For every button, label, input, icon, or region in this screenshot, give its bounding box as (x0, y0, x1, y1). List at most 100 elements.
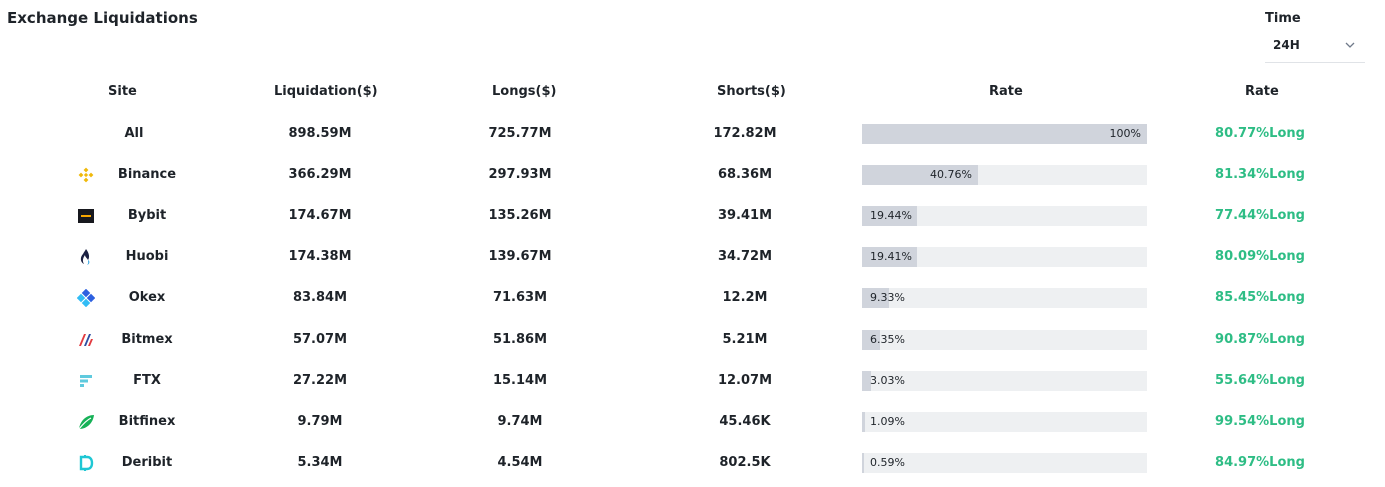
ftx-icon (77, 372, 95, 390)
shorts-value: 34.72M (717, 249, 773, 264)
chevron-down-icon (1345, 42, 1355, 48)
shorts-value: 172.82M (713, 126, 777, 141)
header-shorts: Shorts($) (717, 84, 786, 99)
share-label: 1.09% (870, 415, 905, 428)
share-label: 3.03% (870, 374, 905, 387)
table-row: Okex 83.84M 71.63M 12.2M 9.33% 85.45%Lon… (0, 277, 1385, 318)
site-cell: Binance (75, 154, 205, 195)
shorts-value: 12.07M (717, 373, 773, 388)
page-title: Exchange Liquidations (7, 9, 198, 27)
long-rate: 80.77%Long (1215, 126, 1305, 141)
share-bar: 6.35% (862, 330, 1147, 350)
site-cell: Huobi (75, 236, 205, 277)
table-row: All 898.59M 725.77M 172.82M 100% 80.77%Lo… (0, 113, 1385, 154)
liquidation-value: 366.29M (288, 167, 352, 182)
liquidation-value: 9.79M (297, 414, 343, 429)
share-label: 0.59% (870, 456, 905, 469)
share-bar: 1.09% (862, 412, 1147, 432)
site-name: Deribit (121, 455, 173, 470)
huobi-icon (77, 248, 95, 266)
site-name: Bybit (127, 208, 167, 223)
longs-value: 4.54M (497, 455, 543, 470)
share-bar-fill (862, 412, 865, 432)
shorts-value: 12.2M (722, 290, 768, 305)
site-name: Huobi (125, 249, 169, 264)
long-rate: 55.64%Long (1215, 373, 1305, 388)
table-row: Binance 366.29M 297.93M 68.36M 40.76% 81… (0, 154, 1385, 195)
header-site: Site (108, 84, 137, 99)
longs-value: 15.14M (492, 373, 548, 388)
shorts-value: 802.5K (719, 455, 771, 470)
deribit-icon (77, 454, 95, 472)
long-rate: 99.54%Long (1215, 414, 1305, 429)
header-liquidation: Liquidation($) (274, 84, 378, 99)
long-rate: 84.97%Long (1215, 455, 1305, 470)
long-rate: 90.87%Long (1215, 332, 1305, 347)
share-bar: 9.33% (862, 288, 1147, 308)
table-row: Bitfinex 9.79M 9.74M 45.46K 1.09% 99.54%… (0, 401, 1385, 442)
site-name: Okex (128, 290, 166, 305)
header-rate-bar: Rate (989, 84, 1023, 99)
share-label: 19.44% (870, 209, 912, 222)
long-rate: 85.45%Long (1215, 290, 1305, 305)
site-cell: FTX (75, 360, 205, 401)
share-label: 9.33% (870, 291, 905, 304)
long-rate: 81.34%Long (1215, 167, 1305, 182)
table-row: Bybit 174.67M 135.26M 39.41M 19.44% 77.4… (0, 195, 1385, 236)
longs-value: 139.67M (488, 249, 552, 264)
share-bar-fill (862, 124, 1147, 144)
liquidation-value: 898.59M (288, 126, 352, 141)
longs-value: 725.77M (488, 126, 552, 141)
site-name: Binance (117, 167, 177, 182)
share-label: 6.35% (870, 333, 905, 346)
bitmex-icon (77, 331, 95, 349)
site-cell: Deribit (75, 442, 205, 483)
time-label: Time (1265, 11, 1301, 26)
share-bar-fill (862, 288, 889, 308)
share-bar: 40.76% (862, 165, 1147, 185)
okex-icon (76, 288, 96, 308)
liquidation-value: 57.07M (292, 332, 348, 347)
liquidation-value: 174.38M (288, 249, 352, 264)
share-label: 19.41% (870, 250, 912, 263)
liquidation-value: 174.67M (288, 208, 352, 223)
share-bar-fill (862, 206, 917, 226)
header-rate: Rate (1245, 84, 1279, 99)
share-bar: 19.41% (862, 247, 1147, 267)
site-name: Bitfinex (118, 414, 176, 429)
liquidation-value: 5.34M (297, 455, 343, 470)
share-bar: 19.44% (862, 206, 1147, 226)
site-name: Bitmex (121, 332, 173, 347)
liquidation-value: 27.22M (292, 373, 348, 388)
long-rate: 80.09%Long (1215, 249, 1305, 264)
table-row: FTX 27.22M 15.14M 12.07M 3.03% 55.64%Lon… (0, 360, 1385, 401)
shorts-value: 45.46K (719, 414, 771, 429)
share-bar-fill (862, 330, 880, 350)
long-rate: 77.44%Long (1215, 208, 1305, 223)
bitfinex-icon (77, 413, 95, 431)
share-bar: 100% (862, 124, 1147, 144)
share-label: 40.76% (930, 168, 972, 181)
share-label: 100% (1109, 127, 1141, 140)
site-cell: Bitfinex (75, 401, 205, 442)
shorts-value: 5.21M (722, 332, 768, 347)
shorts-value: 68.36M (717, 167, 773, 182)
site-name: All (124, 126, 144, 141)
site-cell: Bybit (75, 195, 205, 236)
table-row: Deribit 5.34M 4.54M 802.5K 0.59% 84.97%L… (0, 442, 1385, 483)
longs-value: 51.86M (492, 332, 548, 347)
longs-value: 297.93M (488, 167, 552, 182)
share-bar-fill (862, 165, 978, 185)
bybit-icon (77, 207, 95, 225)
share-bar: 3.03% (862, 371, 1147, 391)
share-bar-fill (862, 453, 864, 473)
share-bar: 0.59% (862, 453, 1147, 473)
longs-value: 135.26M (488, 208, 552, 223)
site-name: FTX (133, 373, 161, 388)
share-bar-fill (862, 247, 917, 267)
header-longs: Longs($) (492, 84, 557, 99)
time-select[interactable]: 24H (1265, 31, 1365, 63)
liquidation-value: 83.84M (292, 290, 348, 305)
binance-icon (77, 166, 95, 184)
shorts-value: 39.41M (717, 208, 773, 223)
